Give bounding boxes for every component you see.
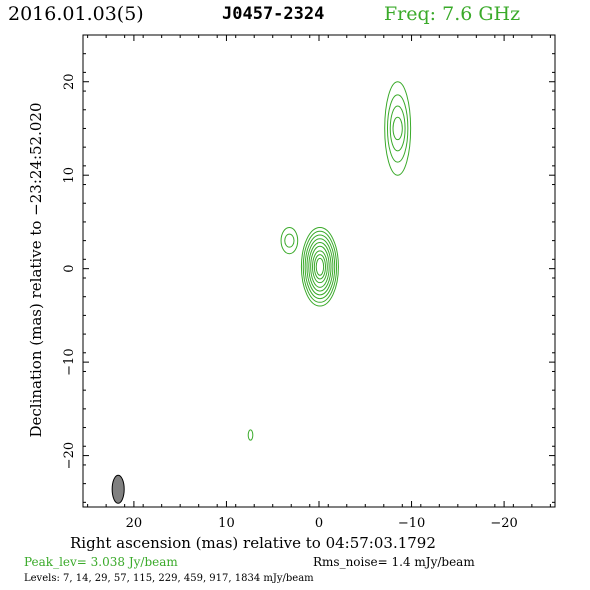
core-contour-1 <box>300 227 339 307</box>
observation-date: 2016.01.03(5) <box>8 3 144 25</box>
contour-layer <box>247 81 412 441</box>
y-tick-label: −20 <box>62 442 77 469</box>
y-tick-label: 20 <box>62 73 77 90</box>
core-contour-3 <box>304 234 336 300</box>
beam-layer <box>111 474 125 504</box>
beam-ellipse <box>111 474 125 504</box>
plot-frame <box>82 34 556 508</box>
peak-level: Peak_lev= 3.038 Jy/beam <box>24 555 178 569</box>
jet-knot-north-contour-1 <box>384 81 412 176</box>
knot-west-contour-1 <box>280 227 299 255</box>
x-tick-label: 20 <box>126 516 143 531</box>
frequency-label: Freq: 7.6 GHz <box>384 3 521 25</box>
core-contour-5 <box>308 241 332 292</box>
jet-knot-north-contour-3 <box>389 105 406 152</box>
x-tick-label: 0 <box>315 516 323 531</box>
x-axis-label: Right ascension (mas) relative to 04:57:… <box>70 534 436 552</box>
jet-knot-north-contour-2 <box>386 94 409 163</box>
core-contour-8 <box>313 254 326 280</box>
knot-west-contour-2 <box>284 233 295 248</box>
core-contour-9 <box>315 257 325 276</box>
core-contour-2 <box>302 230 338 303</box>
contour-levels: Levels: 7, 14, 29, 57, 115, 229, 459, 91… <box>24 573 314 584</box>
core-contour-4 <box>306 238 334 296</box>
source-name: J0457-2324 <box>222 4 325 24</box>
y-tick-label: −10 <box>62 348 77 375</box>
core-contour-6 <box>310 245 330 288</box>
tick-layer: 20 10 0 −10 −20 20 10 0 −10 −20 <box>62 35 555 531</box>
y-tick-label: 0 <box>62 265 77 273</box>
core-contour-7 <box>312 250 328 284</box>
x-tick-label: −20 <box>490 516 517 531</box>
x-tick-label: −10 <box>398 516 425 531</box>
knot-south-contour-1 <box>247 429 254 441</box>
jet-knot-north-contour-4 <box>392 116 403 141</box>
y-tick-label: 10 <box>62 167 77 184</box>
x-tick-label: 10 <box>218 516 235 531</box>
rms-noise: Rms_noise= 1.4 mJy/beam <box>313 555 475 569</box>
